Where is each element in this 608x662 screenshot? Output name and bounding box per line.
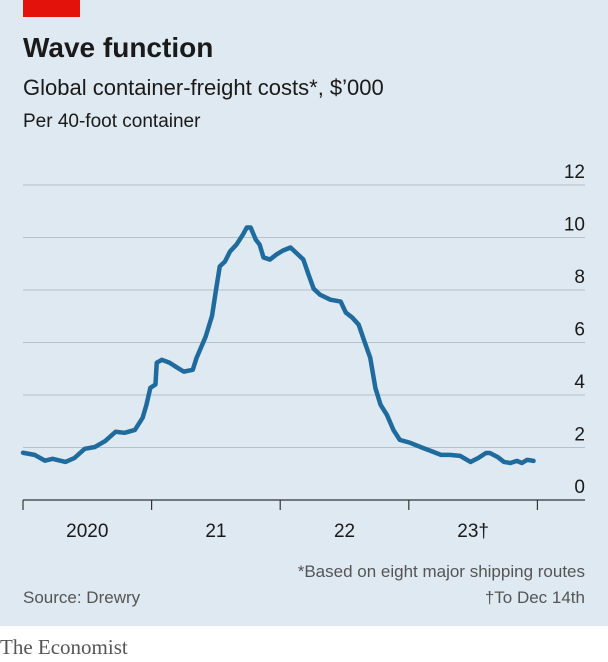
y-tick-label: 10 xyxy=(564,215,585,236)
red-tag xyxy=(23,0,80,17)
series-line xyxy=(20,225,536,466)
y-tick-label: 2 xyxy=(574,425,585,446)
x-tick-label: 22 xyxy=(334,521,355,542)
y-tick-label: 6 xyxy=(574,320,585,341)
x-tick-label: 23† xyxy=(457,521,489,542)
y-tick-label: 12 xyxy=(564,162,585,183)
chart-title: Wave function xyxy=(23,32,213,63)
footnote: †To Dec 14th xyxy=(485,588,585,607)
subtitle: Global container-freight costs*, $’000 xyxy=(23,75,384,100)
y-tick-label: 0 xyxy=(574,477,585,498)
x-tick-label: 2020 xyxy=(66,521,108,542)
background xyxy=(0,0,608,626)
unit-note: Per 40-foot container xyxy=(23,111,201,132)
y-tick-label: 8 xyxy=(574,267,585,288)
x-tick-label: 21 xyxy=(205,521,226,542)
brand: The Economist xyxy=(0,635,128,659)
y-tick-label: 4 xyxy=(574,372,585,393)
source: Source: Drewry xyxy=(23,588,141,607)
footnote: *Based on eight major shipping routes xyxy=(298,562,585,581)
